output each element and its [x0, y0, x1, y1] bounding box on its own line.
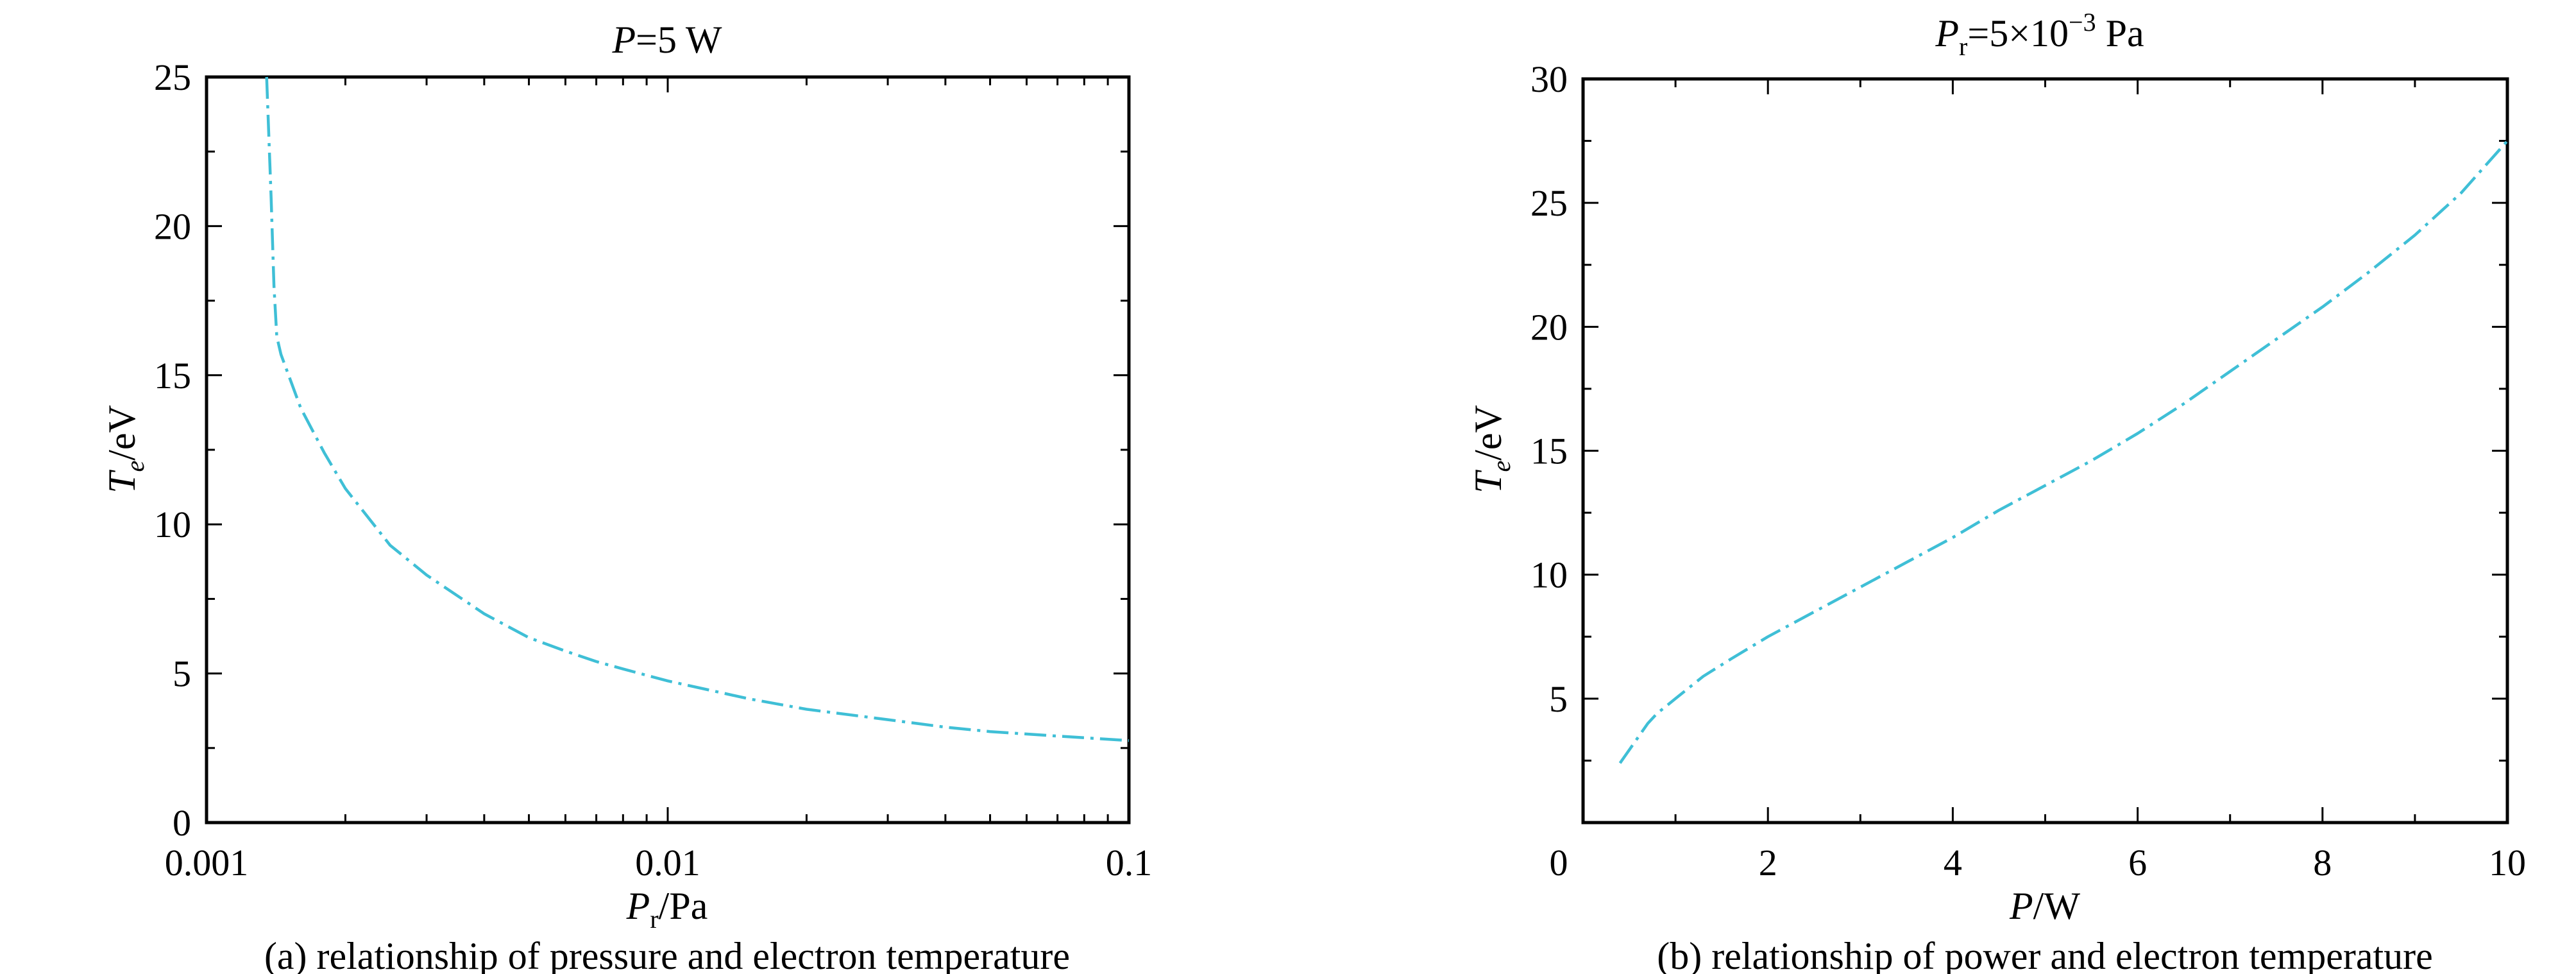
panel-b-plot-frame — [1581, 77, 2509, 824]
panel-b-y-axis-subscript: e — [1487, 461, 1516, 472]
x-tick-label: 10 — [2489, 842, 2526, 884]
panel-b-title-unit: Pa — [2096, 12, 2144, 55]
y-tick-label: 20 — [1530, 306, 1568, 348]
panel-b-title: Pr=5×10−3 Pa — [1935, 8, 2144, 61]
panel-b-title-base: =5×10 — [1967, 12, 2069, 55]
panel-a-x-axis-title: Pr/Pa — [626, 885, 708, 934]
x-tick-label: 0.001 — [165, 842, 249, 884]
x-tick-label: 0 — [1550, 842, 1568, 884]
y-tick-label: 10 — [1530, 554, 1568, 596]
x-tick-label: 4 — [1944, 842, 1962, 884]
x-tick-label: 8 — [2313, 842, 2332, 884]
panel-a-title: P=5 W — [611, 19, 722, 61]
series-line — [265, 76, 1130, 742]
panel-b-title-exponent: −3 — [2069, 8, 2096, 37]
panel-a-x-axis-unit: /Pa — [659, 885, 708, 927]
panel-a-series — [265, 76, 1130, 742]
panel-a-y-axis-subscript: e — [121, 461, 149, 472]
panel-a-x-axis-symbol: P — [626, 885, 650, 927]
panel-b-x-ticks: 0 2 4 6 8 10 — [1550, 79, 2526, 884]
y-tick-label: 30 — [1530, 58, 1568, 100]
y-tick-label: 15 — [1530, 431, 1568, 472]
x-tick-label: 0.1 — [1106, 842, 1153, 884]
y-tick-label: 20 — [154, 205, 191, 247]
panel-b-title-symbol: P — [1935, 12, 1959, 55]
panel-b-x-axis-symbol: P — [2009, 885, 2033, 927]
panel-a-title-value: =5 W — [636, 19, 722, 61]
panel-a-y-ticks: 0 5 10 15 20 25 — [154, 56, 1129, 844]
panel-b-y-ticks: 5 10 15 20 25 30 — [1530, 58, 2507, 824]
panel-b-title-subscript: r — [1959, 32, 1967, 61]
panel-b-y-axis-unit: /eV — [1467, 405, 1509, 461]
panel-a-y-axis-symbol: T — [101, 470, 143, 493]
y-tick-label: 5 — [1549, 678, 1568, 720]
y-tick-label: 0 — [173, 802, 191, 844]
panel-power-temperature: Pr=5×10−3 Pa 5 10 15 20 25 30 0 2 4 6 8 10 Te/eV P… — [1467, 8, 2526, 974]
panel-a-x-ticks: 0.001 0.01 0.1 — [165, 77, 1153, 884]
y-tick-label: 5 — [173, 653, 191, 695]
panel-b-y-axis-symbol: T — [1467, 470, 1509, 493]
panel-b-series — [1618, 140, 2509, 764]
panel-b-y-axis-title: Te/eV — [1467, 405, 1516, 493]
panel-a-y-axis-title: Te/eV — [101, 405, 149, 493]
x-tick-label: 0.01 — [635, 842, 700, 884]
panel-a-caption: (a) relationship of pressure and electro… — [264, 935, 1070, 974]
x-tick-label: 2 — [1759, 842, 1777, 884]
x-tick-label: 6 — [2128, 842, 2147, 884]
panel-a-y-axis-unit: /eV — [101, 405, 143, 461]
panel-b-x-axis-title: P/W — [2009, 885, 2080, 927]
series-line — [1618, 140, 2509, 764]
y-tick-label: 25 — [154, 56, 191, 98]
y-tick-label: 25 — [1530, 182, 1568, 224]
y-tick-label: 10 — [154, 504, 191, 545]
panel-a-plot-frame — [205, 75, 1131, 824]
panel-a-title-symbol: P — [611, 19, 636, 61]
panel-a-x-axis-subscript: r — [650, 905, 658, 934]
y-tick-label: 15 — [154, 355, 191, 397]
panel-b-caption: (b) relationship of power and electron t… — [1657, 935, 2433, 974]
panel-b-x-axis-unit: /W — [2033, 885, 2081, 927]
